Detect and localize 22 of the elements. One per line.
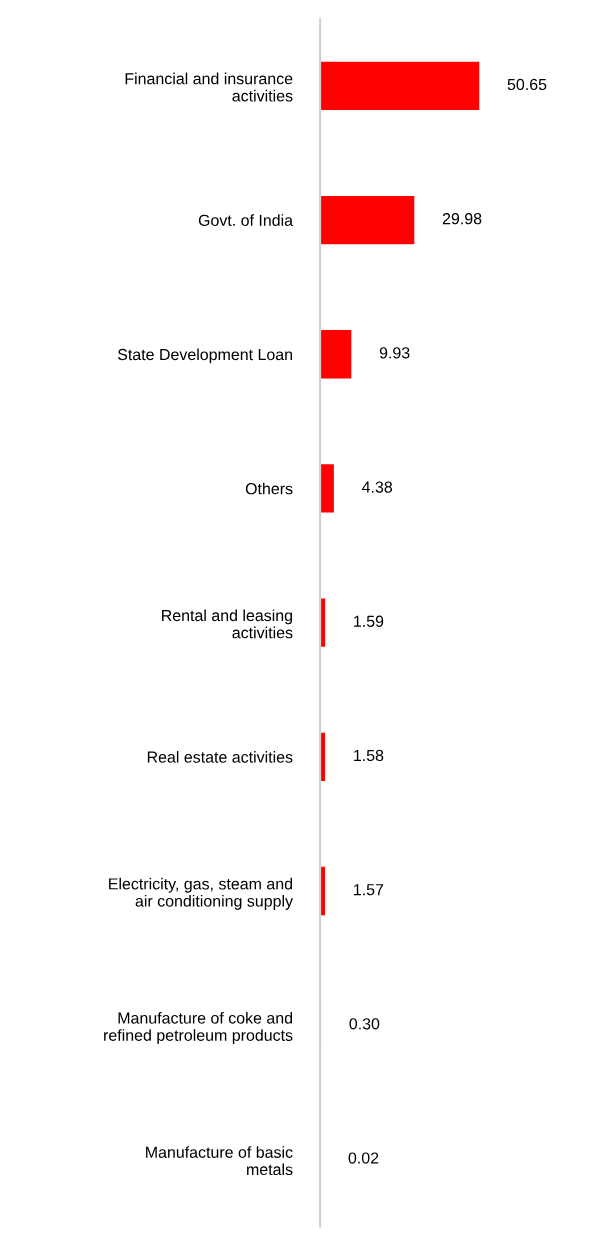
bar [320,330,352,379]
data-label: 0.30 [349,1018,380,1030]
y-tick-label: Financial and insurance activities [125,72,293,102]
data-label: 4.38 [362,481,393,493]
y-tick-label: Rental and leasing activities [162,609,293,639]
y-tick-label: Real estate activities [147,751,293,763]
data-label: 0.02 [348,1152,379,1164]
y-tick-label: Govt. of India [198,214,294,226]
y-tick-label: Electricity, gas, steam and air conditioning supply [109,877,294,910]
data-label: 1.57 [354,884,384,896]
bar [320,464,334,513]
y-tick-label: Others [245,482,293,495]
y-tick-label: State Development Loan [117,348,292,364]
data-label: 1.59 [354,615,384,627]
y-tick-label: Manufacture of coke and refined petroleum products [104,1011,293,1045]
data-label: 50.65 [507,78,547,91]
data-label: 1.58 [354,749,384,762]
bar [320,195,415,245]
bar [320,61,480,110]
data-label: 9.93 [379,347,410,359]
y-tick-label: Manufacture of basic metals [146,1146,293,1176]
data-label: 29.98 [442,213,482,225]
